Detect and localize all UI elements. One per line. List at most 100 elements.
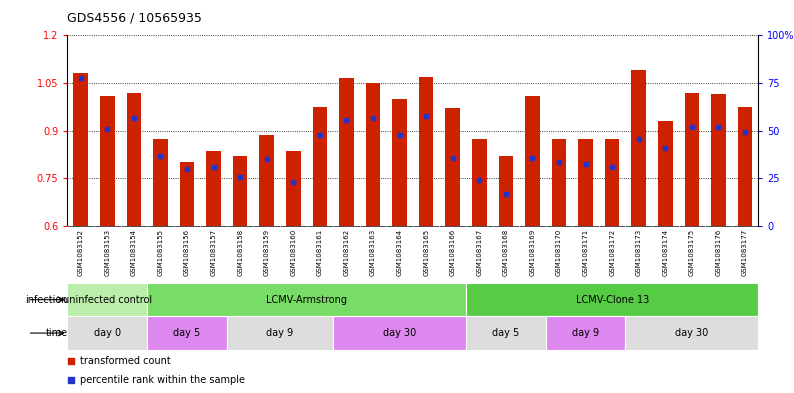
Text: GSM1083164: GSM1083164 [396,229,403,276]
Text: GSM1083158: GSM1083158 [237,229,243,276]
Text: day 30: day 30 [383,328,416,338]
Point [181,165,194,172]
Text: transformed count: transformed count [80,356,171,366]
Bar [67,283,147,316]
Text: GSM1083155: GSM1083155 [157,229,164,276]
Text: day 9: day 9 [267,328,294,338]
Point [438,288,451,294]
Text: day 0: day 0 [94,328,121,338]
Point [128,115,141,121]
Text: GSM1083169: GSM1083169 [530,229,535,276]
Bar [100,96,114,226]
Text: GSM1083175: GSM1083175 [689,229,695,276]
Point [606,164,619,170]
Bar [392,99,407,226]
Bar [631,70,646,226]
Text: GSM1083170: GSM1083170 [556,229,562,276]
Text: GSM1083163: GSM1083163 [370,229,376,276]
Text: LCMV-Clone 13: LCMV-Clone 13 [576,295,649,305]
Text: GSM1083159: GSM1083159 [264,229,270,276]
Bar [419,77,434,226]
Point [446,154,459,161]
Point [340,116,353,123]
Bar [605,139,619,226]
Point [367,115,380,121]
Bar [466,316,545,350]
Point [473,177,486,183]
Bar [206,151,221,226]
Text: GSM1083167: GSM1083167 [476,229,482,276]
Point [314,132,326,139]
Text: day 5: day 5 [173,328,201,338]
Text: day 5: day 5 [492,328,519,338]
Bar [711,94,726,226]
Bar [153,139,168,226]
Text: GSM1083161: GSM1083161 [317,229,323,276]
Point [233,174,246,180]
Text: day 30: day 30 [675,328,708,338]
Text: GSM1083176: GSM1083176 [715,229,722,276]
Point [154,153,167,159]
Text: GSM1083162: GSM1083162 [344,229,349,276]
Bar [499,156,513,226]
Point [712,124,725,130]
Bar [126,92,141,226]
Text: GSM1083166: GSM1083166 [449,229,456,276]
Point [393,132,406,139]
Bar [472,139,487,226]
Text: GSM1083153: GSM1083153 [104,229,110,276]
Point [207,164,220,170]
Text: GSM1083154: GSM1083154 [131,229,137,276]
Bar [227,316,333,350]
Bar [578,139,593,226]
Text: GSM1083156: GSM1083156 [184,229,190,276]
Bar [366,83,380,226]
Bar [313,107,327,226]
Text: GSM1083152: GSM1083152 [78,229,84,276]
Text: uninfected control: uninfected control [63,295,152,305]
Bar [339,78,354,226]
Bar [260,136,274,226]
Text: GSM1083171: GSM1083171 [583,229,588,276]
Bar [658,121,673,226]
Point [553,159,565,165]
Text: GSM1083172: GSM1083172 [609,229,615,276]
Bar [147,283,466,316]
Point [101,126,114,132]
Bar [286,151,301,226]
Text: GSM1083160: GSM1083160 [291,229,296,276]
Point [659,145,672,151]
Point [499,191,512,197]
Point [75,75,87,81]
Bar [525,96,540,226]
Bar [179,162,195,226]
Bar [626,316,758,350]
Point [438,109,451,115]
Text: day 9: day 9 [572,328,599,338]
Bar [233,156,248,226]
Bar [67,316,147,350]
Point [260,156,273,162]
Point [420,113,433,119]
Text: GSM1083168: GSM1083168 [503,229,509,276]
Text: GSM1083165: GSM1083165 [423,229,430,276]
Point [738,129,751,136]
Text: LCMV-Armstrong: LCMV-Armstrong [266,295,347,305]
Point [526,154,539,161]
Text: GSM1083157: GSM1083157 [210,229,217,276]
Bar [466,283,758,316]
Text: time: time [45,328,67,338]
Bar [147,316,227,350]
Text: GSM1083174: GSM1083174 [662,229,669,276]
Point [580,161,592,167]
Bar [684,92,700,226]
Point [685,124,698,130]
Point [287,178,299,185]
Text: GDS4556 / 10565935: GDS4556 / 10565935 [67,12,202,25]
Bar [545,316,626,350]
Bar [552,139,566,226]
Bar [738,107,752,226]
Text: GSM1083173: GSM1083173 [636,229,642,276]
Text: percentile rank within the sample: percentile rank within the sample [80,375,245,386]
Text: infection: infection [25,295,67,305]
